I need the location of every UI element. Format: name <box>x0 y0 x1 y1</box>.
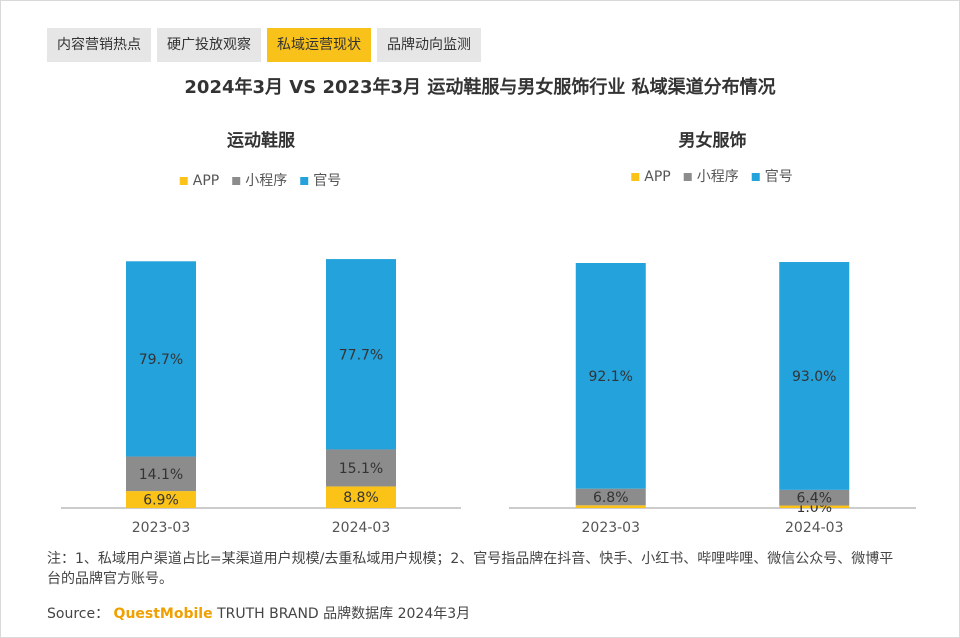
bar-segment <box>779 262 850 490</box>
legend-label: 小程序 <box>245 173 287 189</box>
tab[interactable] <box>157 28 261 62</box>
data-label: 6.4% <box>796 491 832 507</box>
data-label: 6.8% <box>593 490 629 506</box>
legend-swatch <box>631 173 640 181</box>
bar-segment <box>326 449 396 487</box>
legend-swatch <box>683 173 692 181</box>
legend-label: APP <box>644 169 670 185</box>
legend-label: 小程序 <box>697 169 739 185</box>
bar-segment <box>575 488 646 506</box>
tab-label[interactable]: 品牌动向监测 <box>387 36 471 53</box>
legend-label: 官号 <box>765 169 793 185</box>
x-tick-label: 2023-03 <box>132 520 191 536</box>
bar-segment <box>779 505 850 508</box>
data-label: 14.1% <box>139 467 183 483</box>
tab[interactable] <box>267 28 371 62</box>
legend-swatch <box>751 173 760 181</box>
tab-label[interactable]: 内容营销热点 <box>57 36 141 53</box>
chart-title: 男女服饰 <box>679 130 747 151</box>
tab-label[interactable]: 私域运营现状 <box>277 37 361 53</box>
tab[interactable] <box>47 28 151 62</box>
x-tick-label: 2024-03 <box>785 520 844 536</box>
source-text: TRUTH BRAND 品牌数据库 2024年3月 <box>217 606 471 622</box>
source-brand: QuestMobile <box>113 606 213 622</box>
bar-segment <box>575 505 646 508</box>
legend-swatch <box>232 177 241 185</box>
source: Source： QuestMobile TRUTH BRAND 品牌数据库 20… <box>47 603 470 623</box>
legend-label: 官号 <box>313 173 341 189</box>
data-label: 15.1% <box>339 461 383 477</box>
chart-title: 运动鞋服 <box>227 130 296 151</box>
legend-label: APP <box>193 173 219 189</box>
bar-segment <box>326 259 396 450</box>
bar-segment <box>779 489 850 506</box>
bar-segment <box>126 261 196 457</box>
x-tick-label: 2023-03 <box>582 520 641 536</box>
data-label: 77.7% <box>339 347 383 363</box>
data-label: 93.0% <box>792 369 836 385</box>
data-label: 79.7% <box>139 352 183 368</box>
bar-segment <box>126 491 196 508</box>
x-tick-label: 2024-03 <box>332 520 391 536</box>
source-label: Source： <box>47 606 110 622</box>
legend-swatch <box>300 177 309 185</box>
data-label: 92.1% <box>589 369 633 385</box>
page-title: 2024年3月 VS 2023年3月 运动鞋服与男女服饰行业 私域渠道分布情况 <box>184 76 775 98</box>
data-label: 8.8% <box>343 490 379 506</box>
tab[interactable] <box>377 28 481 62</box>
bar-segment <box>575 263 646 489</box>
note: 注：1、私域用户渠道占比=某渠道用户规模/去重私域用户规模；2、官号指品牌在抖音… <box>47 551 894 587</box>
bar-segment <box>126 456 196 492</box>
tab-label[interactable]: 硬广投放观察 <box>167 36 251 53</box>
data-label: 6.9% <box>143 493 179 509</box>
bar-segment <box>326 486 396 508</box>
legend-swatch <box>179 177 188 185</box>
